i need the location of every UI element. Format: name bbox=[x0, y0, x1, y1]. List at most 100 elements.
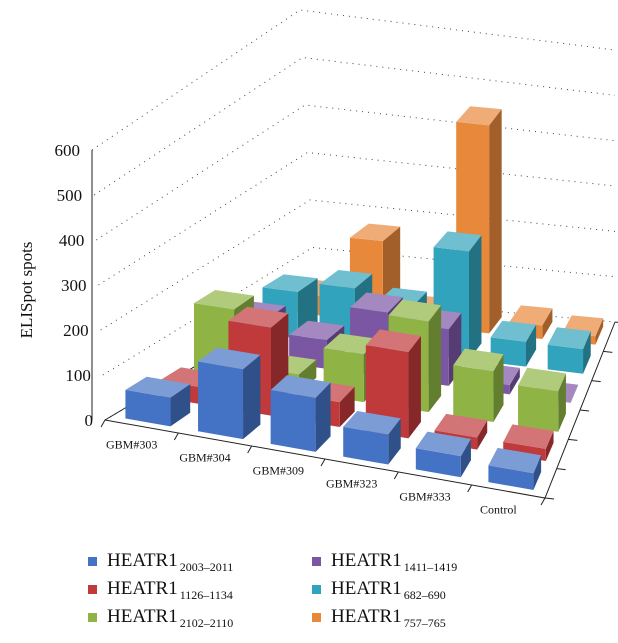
x-tick-label: GBM#323 bbox=[326, 477, 377, 491]
bar-front bbox=[488, 465, 534, 491]
bar-front bbox=[270, 390, 316, 452]
bar-top bbox=[350, 292, 403, 313]
legend-item: HEATR1 1411–1419 bbox=[312, 548, 457, 574]
legend-item: HEATR1 757–765 bbox=[312, 604, 446, 630]
y-tick-label: 500 bbox=[57, 186, 83, 205]
gridline bbox=[93, 56, 616, 196]
bar-front bbox=[415, 448, 461, 478]
legend-label: HEATR1 bbox=[107, 550, 178, 571]
bar-top bbox=[270, 375, 331, 398]
y-tick-label: 300 bbox=[61, 276, 87, 295]
bar-top bbox=[343, 411, 401, 435]
bar-side bbox=[315, 382, 331, 452]
bar-top bbox=[509, 305, 553, 326]
legend-label: HEATR1 bbox=[331, 606, 402, 627]
bar-front bbox=[343, 426, 389, 465]
x-tick-label: Control bbox=[480, 503, 517, 517]
bar-top bbox=[262, 274, 318, 292]
gridline bbox=[91, 9, 616, 151]
bar-top bbox=[323, 333, 379, 355]
bar-side bbox=[170, 384, 191, 427]
legend-subscript: 757–765 bbox=[403, 615, 446, 630]
bar-top bbox=[319, 269, 373, 289]
legend-item: HEATR1 1126–1134 bbox=[88, 576, 233, 602]
y-axis-label: ELISpot spots bbox=[17, 242, 36, 339]
depth-tick bbox=[614, 321, 618, 323]
bar-top bbox=[453, 348, 504, 372]
bar bbox=[490, 320, 537, 367]
legend-label: HEATR1 bbox=[107, 578, 178, 599]
legend-subscript: 1411–1419 bbox=[403, 559, 458, 574]
y-tick-label: 400 bbox=[59, 231, 85, 250]
bar bbox=[270, 375, 331, 452]
bar-front bbox=[198, 361, 244, 440]
bar bbox=[453, 348, 504, 422]
bar-top bbox=[503, 424, 554, 449]
plot-area: 0 100 200 300 400 500 600 ELISpot spots GBM#303 G… bbox=[17, 9, 618, 517]
bar bbox=[518, 367, 566, 432]
legend-subscript: 682–690 bbox=[403, 587, 446, 602]
bar-side bbox=[460, 438, 471, 478]
bar-side bbox=[388, 418, 401, 465]
x-tick-label: GBM#303 bbox=[106, 438, 157, 452]
bar bbox=[488, 447, 542, 491]
bar-top bbox=[488, 447, 542, 474]
gridline bbox=[96, 104, 616, 241]
bar-top bbox=[388, 299, 442, 322]
bar-side bbox=[477, 420, 488, 450]
x-tick bbox=[173, 432, 179, 441]
bar-side bbox=[542, 308, 553, 340]
bar-top bbox=[547, 327, 591, 350]
bar-front bbox=[453, 365, 494, 422]
bar bbox=[343, 411, 401, 465]
bar-top bbox=[198, 347, 261, 370]
x-tick bbox=[247, 445, 253, 454]
x-tick bbox=[540, 497, 546, 506]
bar-side bbox=[493, 354, 504, 422]
legend-item: HEATR1 2102–2110 bbox=[88, 604, 233, 630]
bar-side bbox=[595, 318, 604, 345]
y-tick-label: 0 bbox=[85, 411, 94, 430]
y-tick-label: 100 bbox=[65, 366, 91, 385]
y-tick-label: 600 bbox=[55, 141, 81, 160]
bar-top bbox=[490, 320, 537, 342]
bar-side bbox=[468, 235, 482, 360]
legend-subscript: 2102–2110 bbox=[179, 615, 234, 630]
bar-side bbox=[489, 109, 502, 334]
legend-swatch bbox=[88, 612, 97, 622]
x-tick-label: GBM#309 bbox=[253, 464, 304, 478]
bars bbox=[125, 106, 604, 491]
x-tick-label: GBM#333 bbox=[399, 490, 450, 504]
depth-tick bbox=[556, 468, 566, 471]
bar bbox=[547, 327, 591, 374]
legend-swatch bbox=[88, 584, 97, 594]
depth-tick bbox=[568, 438, 578, 441]
x-tick-label: GBM#304 bbox=[179, 451, 230, 465]
bar bbox=[365, 329, 421, 439]
bar-top bbox=[518, 367, 566, 392]
bar-front bbox=[518, 385, 559, 432]
bar-side bbox=[339, 386, 355, 428]
bar-side bbox=[428, 305, 442, 413]
bar-side bbox=[583, 331, 591, 374]
legend-label: HEATR1 bbox=[107, 606, 178, 627]
bar-top bbox=[456, 106, 502, 126]
bar-top bbox=[365, 329, 421, 353]
bar bbox=[198, 347, 261, 440]
legend-swatch bbox=[312, 584, 321, 594]
bar bbox=[415, 431, 471, 478]
bar-side bbox=[243, 354, 261, 440]
bar-front bbox=[547, 344, 584, 374]
bar-top bbox=[193, 290, 254, 310]
bar-side bbox=[533, 455, 542, 491]
bar-top bbox=[433, 231, 482, 252]
legend-label: HEATR1 bbox=[331, 578, 402, 599]
bar-top bbox=[415, 431, 471, 457]
legend-swatch bbox=[312, 612, 321, 622]
bar-top bbox=[349, 223, 401, 242]
bar-side bbox=[509, 367, 520, 395]
legend-swatch bbox=[88, 556, 97, 566]
x-tick bbox=[393, 471, 399, 480]
bar-top bbox=[289, 320, 345, 340]
y-tick-label: 200 bbox=[63, 321, 89, 340]
